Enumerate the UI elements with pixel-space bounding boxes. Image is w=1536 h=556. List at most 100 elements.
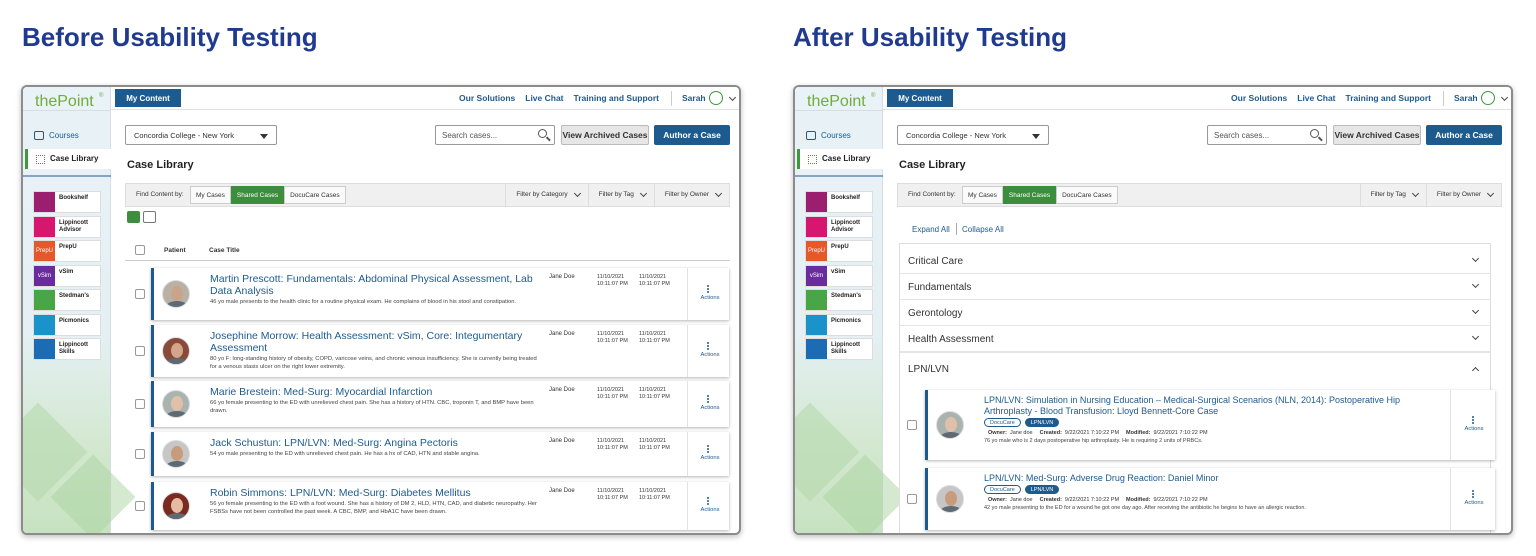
- product-label: Bookshelf: [59, 195, 89, 201]
- product-item[interactable]: Picmonics: [33, 313, 101, 336]
- chevron-icon: [1471, 332, 1480, 341]
- actions-label[interactable]: Actions: [700, 295, 720, 301]
- nav-link[interactable]: Live Chat: [525, 93, 564, 103]
- product-item[interactable]: Lippincott Skills: [805, 338, 873, 360]
- product-label: PrepU: [59, 244, 77, 250]
- my-content-button[interactable]: My Content: [887, 89, 953, 107]
- actions-label[interactable]: Actions: [700, 352, 720, 358]
- sidebar-link[interactable]: Courses: [49, 131, 79, 140]
- grid-view-toggle[interactable]: [143, 211, 156, 223]
- my-content-button[interactable]: My Content: [115, 89, 181, 107]
- case-title[interactable]: LPN/LVN: Simulation in Nursing Education…: [984, 395, 1401, 416]
- tab-active[interactable]: Shared Cases: [230, 186, 285, 204]
- tab-active[interactable]: Shared Cases: [1002, 186, 1057, 204]
- expand-all[interactable]: Expand All: [912, 225, 950, 234]
- avatar-body: [940, 432, 962, 438]
- filter-dropdown[interactable]: Filter by Tag: [1359, 184, 1426, 206]
- row-checkbox[interactable]: [135, 449, 145, 459]
- filter-dropdown[interactable]: Filter by Category: [505, 184, 587, 206]
- list-view-toggle[interactable]: [127, 211, 140, 223]
- nav-link[interactable]: Live Chat: [1297, 93, 1336, 103]
- tab[interactable]: My Cases: [962, 186, 1003, 204]
- actions-divider: [1450, 468, 1451, 530]
- nav-link[interactable]: Training and Support: [1345, 93, 1431, 103]
- case-title[interactable]: Jack Schustun: LPN/LVN: Med-Surg: Angina…: [210, 437, 458, 449]
- row-checkbox[interactable]: [907, 494, 917, 504]
- product-icon: PrepU: [34, 241, 55, 261]
- accordion-row-open[interactable]: LPN/LVN: [900, 356, 1490, 382]
- product-label: Stedman's: [59, 293, 90, 299]
- case-card: Martin Prescott: Fundamentals: Abdominal…: [151, 268, 729, 320]
- product-item[interactable]: vSim vSim: [33, 264, 101, 287]
- product-item[interactable]: Bookshelf: [805, 191, 873, 213]
- actions-label[interactable]: Actions: [700, 455, 720, 461]
- product-item[interactable]: PrepU PrepU: [33, 240, 101, 262]
- product-item[interactable]: PrepU PrepU: [805, 240, 873, 262]
- accordion-label: Health Assessment: [908, 334, 994, 345]
- tab[interactable]: DocuCare Cases: [284, 186, 346, 204]
- product-item[interactable]: Stedman's: [33, 289, 101, 311]
- meta-created: 9/22/2021 7:10:22 PM: [1064, 497, 1120, 503]
- product-item[interactable]: vSim vSim: [805, 264, 873, 287]
- case-title[interactable]: Robin Simmons: LPN/LVN: Med-Surg: Diabet…: [210, 487, 471, 499]
- actions-label[interactable]: Actions: [1464, 500, 1484, 506]
- actions-label[interactable]: Actions: [700, 405, 720, 411]
- product-item[interactable]: Stedman's: [805, 289, 873, 311]
- nav-link[interactable]: Our Solutions: [459, 93, 516, 103]
- meta-modified: 9/22/2021 7:10:22 PM: [1153, 497, 1208, 503]
- sidebar-link-active[interactable]: Case Library: [25, 149, 111, 169]
- search-icon: [1310, 129, 1319, 138]
- nav-link[interactable]: Training and Support: [573, 93, 659, 103]
- tab[interactable]: DocuCare Cases: [1056, 186, 1118, 204]
- product-item[interactable]: Lippincott Advisor: [805, 215, 873, 238]
- filter-dropdown[interactable]: Filter by Tag: [587, 184, 654, 206]
- case-title[interactable]: LPN/LVN: Med-Surg: Adverse Drug Reaction…: [984, 473, 1219, 483]
- row-checkbox[interactable]: [907, 420, 917, 430]
- row-checkbox[interactable]: [135, 501, 145, 511]
- case-title[interactable]: Martin Prescott: Fundamentals: Abdominal…: [210, 273, 533, 297]
- case-title[interactable]: Josephine Morrow: Health Assessment: vSi…: [210, 330, 523, 354]
- tab[interactable]: My Cases: [190, 186, 231, 204]
- author-button[interactable]: Author a Case: [1426, 125, 1502, 145]
- actions-label[interactable]: Actions: [1464, 426, 1484, 432]
- user-name[interactable]: Sarah: [682, 93, 706, 103]
- filter-dropdown[interactable]: Filter by Owner: [653, 184, 729, 206]
- product-item[interactable]: Picmonics: [805, 313, 873, 336]
- row-checkbox[interactable]: [135, 346, 145, 356]
- case-date: 11/10/2021: [639, 488, 667, 494]
- filter-group: Filter by Category Filter by Tag Filter by…: [505, 184, 729, 206]
- product-item[interactable]: Bookshelf: [33, 191, 101, 213]
- case-time: 10:11:07 PM: [639, 445, 670, 451]
- row-checkbox[interactable]: [135, 399, 145, 409]
- institution-dropdown[interactable]: Concordia College - New York: [125, 125, 277, 145]
- row-checkbox[interactable]: [135, 289, 145, 299]
- case-owner: Jane Doe: [549, 387, 575, 393]
- accordion-row[interactable]: Fundamentals: [900, 274, 1490, 300]
- filter-dropdown[interactable]: Filter by Owner: [1425, 184, 1501, 206]
- collapse-all[interactable]: Collapse All: [962, 225, 1004, 234]
- accordion-row[interactable]: Critical Care: [900, 248, 1490, 274]
- accordion-row[interactable]: Gerontology: [900, 300, 1490, 326]
- sidebar-link-active[interactable]: Case Library: [797, 149, 883, 169]
- patient-avatar: [936, 411, 964, 439]
- institution-dropdown[interactable]: Concordia College - New York: [897, 125, 1049, 145]
- archived-button[interactable]: View Archived Cases: [561, 125, 649, 145]
- product-item[interactable]: Lippincott Skills: [33, 338, 101, 360]
- author-button[interactable]: Author a Case: [654, 125, 730, 145]
- header-checkbox[interactable]: [135, 245, 145, 255]
- accordion-row[interactable]: Health Assessment: [900, 326, 1490, 352]
- avatar-body: [166, 513, 188, 519]
- actions-label[interactable]: Actions: [700, 507, 720, 513]
- avatar-body: [166, 301, 188, 307]
- case-title[interactable]: Marie Brestein: Med-Surg: Myocardial Inf…: [210, 386, 433, 398]
- nav-link[interactable]: Our Solutions: [1231, 93, 1288, 103]
- search-box[interactable]: Search cases...: [1207, 125, 1327, 145]
- archived-button[interactable]: View Archived Cases: [1333, 125, 1421, 145]
- button-label: Author a Case: [663, 130, 721, 140]
- user-name[interactable]: Sarah: [1454, 93, 1478, 103]
- sidebar-link[interactable]: Courses: [821, 131, 851, 140]
- search-box[interactable]: Search cases...: [435, 125, 555, 145]
- actions-dot: [1472, 422, 1474, 424]
- product-item[interactable]: Lippincott Advisor: [33, 215, 101, 238]
- product-icon: [34, 339, 55, 359]
